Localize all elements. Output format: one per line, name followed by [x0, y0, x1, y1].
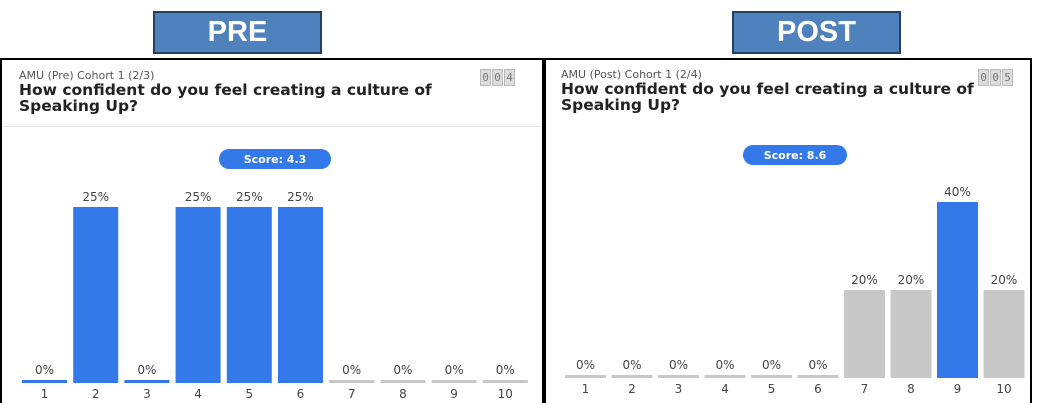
bar-9	[937, 202, 978, 378]
data-label-5: 0%	[762, 358, 781, 372]
x-tick-7: 7	[861, 382, 869, 396]
header-divider	[2, 126, 542, 127]
x-tick-4: 4	[194, 387, 202, 401]
data-label-10: 0%	[496, 363, 515, 377]
pre-label: PRE	[153, 11, 322, 54]
post-bar-chart: 0%10%20%30%40%50%620%720%840%920%10	[565, 185, 1025, 396]
data-label-10: 20%	[991, 273, 1018, 287]
bar-1	[565, 375, 606, 378]
data-label-7: 20%	[851, 273, 878, 287]
bar-6	[278, 207, 323, 383]
x-tick-5: 5	[768, 382, 776, 396]
data-label-1: 0%	[35, 363, 54, 377]
response-counter: 0 0 4	[480, 69, 515, 86]
bar-6	[797, 375, 839, 378]
x-tick-3: 3	[143, 387, 151, 401]
counter-digit: 0	[492, 69, 503, 86]
pre-bar-chart: 0% 1 25% 2 0% 3 25% 4 25% 5 25% 6 0% 7 0% 8 0% 9 0% 10	[22, 190, 528, 401]
data-label-2: 0%	[622, 358, 641, 372]
bar-4	[704, 375, 746, 378]
x-tick-2: 2	[92, 387, 100, 401]
data-label-6: 25%	[287, 190, 314, 204]
data-label-4: 0%	[715, 358, 734, 372]
post-label: POST	[732, 11, 901, 54]
bar-10	[482, 380, 528, 383]
score-badge: Score: 4.3	[219, 149, 331, 169]
x-tick-4: 4	[721, 382, 729, 396]
response-counter: 0 0 5	[978, 69, 1013, 86]
data-label-5: 25%	[236, 190, 263, 204]
data-label-8: 20%	[898, 273, 925, 287]
bar-9	[431, 380, 477, 383]
poll-question: How confident do you feel creating a cul…	[561, 80, 974, 114]
data-label-8: 0%	[393, 363, 412, 377]
bar-8	[890, 290, 932, 378]
x-tick-6: 6	[297, 387, 305, 401]
x-tick-9: 9	[954, 382, 962, 396]
data-label-3: 0%	[669, 358, 688, 372]
bar-2	[73, 207, 119, 383]
data-label-9: 40%	[944, 185, 971, 199]
data-label-9: 0%	[445, 363, 464, 377]
x-tick-8: 8	[399, 387, 407, 401]
x-tick-1: 1	[41, 387, 49, 401]
bar-8	[380, 380, 426, 383]
x-tick-6: 6	[814, 382, 822, 396]
poll-subtitle: AMU (Post) Cohort 1 (2/4)	[561, 68, 702, 81]
x-tick-10: 10	[996, 382, 1011, 396]
bar-5	[751, 375, 792, 378]
x-tick-3: 3	[675, 382, 683, 396]
bar-10	[983, 290, 1025, 378]
poll-question: How confident do you feel creating a cul…	[19, 81, 432, 115]
x-tick-5: 5	[245, 387, 253, 401]
bar-3	[124, 380, 170, 383]
data-label-1: 0%	[576, 358, 595, 372]
counter-digit: 5	[1002, 69, 1013, 86]
data-label-3: 0%	[137, 363, 156, 377]
x-tick-10: 10	[498, 387, 513, 401]
bar-7	[844, 290, 885, 378]
x-tick-8: 8	[907, 382, 915, 396]
data-label-4: 25%	[185, 190, 212, 204]
counter-digit: 0	[978, 69, 989, 86]
score-badge: Score: 8.6	[743, 145, 847, 165]
counter-digit: 0	[990, 69, 1001, 86]
counter-digit: 4	[504, 69, 515, 86]
x-tick-2: 2	[628, 382, 636, 396]
x-tick-9: 9	[450, 387, 458, 401]
data-label-6: 0%	[808, 358, 827, 372]
bar-1	[22, 380, 67, 383]
bar-4	[175, 207, 221, 383]
x-tick-7: 7	[348, 387, 356, 401]
x-tick-1: 1	[582, 382, 590, 396]
poll-subtitle: AMU (Pre) Cohort 1 (2/3)	[19, 69, 155, 82]
bar-7	[329, 380, 375, 383]
bar-5	[226, 207, 272, 383]
pre-poll-panel: AMU (Pre) Cohort 1 (2/3) How confident d…	[0, 58, 544, 403]
data-label-7: 0%	[342, 363, 361, 377]
bar-3	[658, 375, 699, 378]
bar-2	[611, 375, 653, 378]
post-poll-panel: AMU (Post) Cohort 1 (2/4) How confident …	[544, 58, 1032, 403]
counter-digit: 0	[480, 69, 491, 86]
data-label-2: 25%	[82, 190, 109, 204]
